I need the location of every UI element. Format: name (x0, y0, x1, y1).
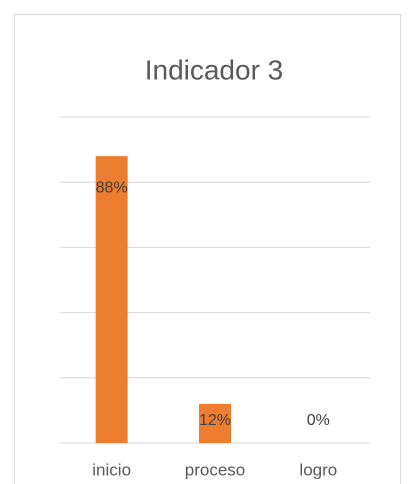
data-label: 0% (307, 412, 330, 429)
bar (199, 403, 231, 443)
x-tick-label: logro (299, 460, 337, 479)
data-label: 88% (96, 179, 128, 196)
chart-title: Indicador 3 (145, 54, 284, 85)
data-label: 12% (199, 412, 231, 429)
bar (95, 156, 128, 443)
x-tick-label: proceso (185, 460, 245, 479)
x-tick-label: inicio (92, 460, 131, 479)
